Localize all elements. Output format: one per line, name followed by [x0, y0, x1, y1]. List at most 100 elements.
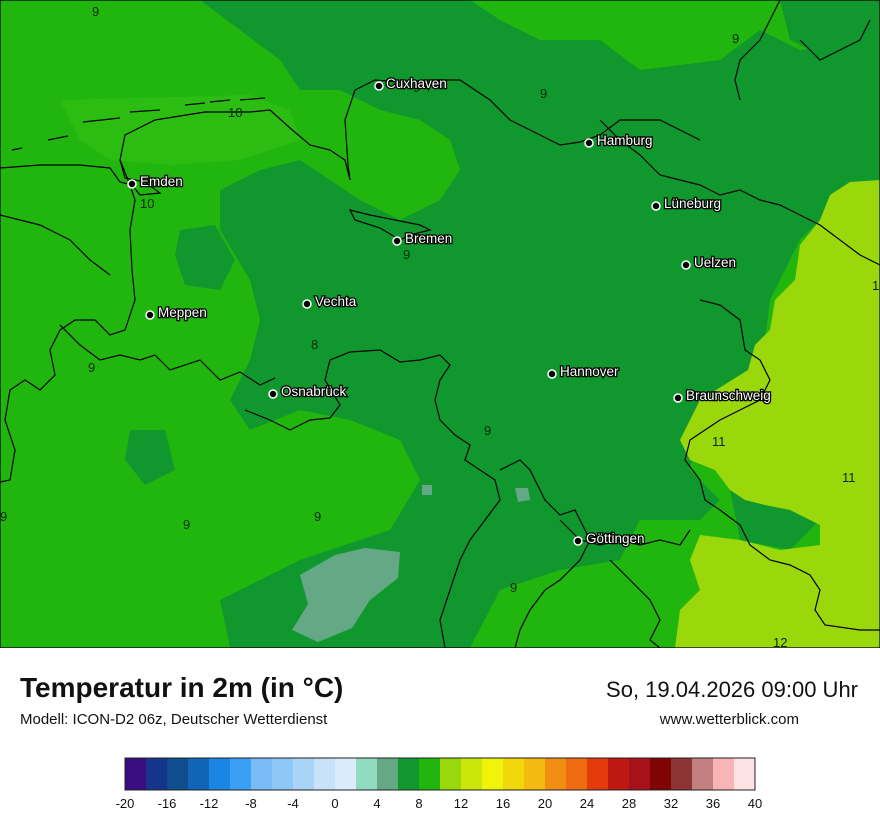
city-meppen[interactable]: Meppen [145, 304, 208, 321]
city-cuxhaven[interactable]: Cuxhaven [374, 75, 448, 92]
forecast-datetime: So, 19.04.2026 09:00 Uhr [606, 677, 858, 702]
city-label: Hannover [560, 364, 619, 379]
iso-label: 9 [510, 580, 517, 595]
temperature-field-8 [125, 0, 880, 648]
city-label: Meppen [158, 305, 207, 320]
city-goettingen[interactable]: Göttingen [573, 530, 646, 547]
legend-swatch [230, 758, 252, 790]
legend-tick-label: 36 [706, 796, 720, 811]
coastlines-and-borders [0, 0, 880, 648]
legend-swatch [692, 758, 714, 790]
website-link[interactable]: www.wetterblick.com [659, 711, 799, 728]
city-dot [584, 138, 594, 148]
legend-swatch [125, 758, 147, 790]
city-label: Braunschweig [686, 388, 771, 403]
legend-tick-label: 8 [415, 796, 422, 811]
legend-swatch [293, 758, 315, 790]
city-hannover[interactable]: Hannover [547, 363, 620, 380]
legend-tick-label: 4 [373, 796, 380, 811]
city-dot [681, 260, 691, 270]
legend-swatch [566, 758, 588, 790]
city-dot [573, 536, 583, 546]
legend-tick-label: -20 [116, 796, 135, 811]
city-braunschweig[interactable]: Braunschweig [673, 387, 772, 404]
legend-swatch [503, 758, 525, 790]
city-uelzen[interactable]: Uelzen [681, 254, 737, 271]
legend-tick-label: 12 [454, 796, 468, 811]
city-dot [268, 389, 278, 399]
legend-swatch [482, 758, 504, 790]
city-dot [547, 369, 557, 379]
legend-frame [124, 757, 756, 791]
legend-tick-label: -8 [245, 796, 257, 811]
city-label: Emden [140, 174, 183, 189]
legend-tick-label: 28 [622, 796, 636, 811]
city-dot [374, 81, 384, 91]
legend-swatch [335, 758, 357, 790]
iso-label: 11 [712, 434, 726, 449]
legend-tick-label: -4 [287, 796, 299, 811]
legend-swatch [146, 758, 168, 790]
temperature-map: 9 9 9 10 10 9 9 8 9 9 9 11 11 9 9 9 12 1… [0, 0, 880, 648]
legend-swatch [587, 758, 609, 790]
iso-label: 9 [403, 247, 410, 262]
city-dot [651, 201, 661, 211]
city-label: Bremen [405, 231, 452, 246]
legend-swatch [713, 758, 735, 790]
city-label: Göttingen [586, 531, 645, 546]
city-markers: Cuxhaven Hamburg Emden Lüneburg Bremen U… [127, 75, 772, 547]
legend-swatch [524, 758, 546, 790]
city-label: Vechta [315, 294, 357, 309]
isotherm-labels: 9 9 9 10 10 9 9 8 9 9 9 11 11 9 9 9 12 1 [0, 4, 879, 648]
city-label: Osnabrück [281, 384, 347, 399]
city-dot [673, 393, 683, 403]
city-vechta[interactable]: Vechta [302, 293, 358, 310]
legend-swatch [356, 758, 378, 790]
legend-swatch [629, 758, 651, 790]
city-bremen[interactable]: Bremen [392, 230, 454, 247]
iso-label: 9 [732, 31, 739, 46]
city-hamburg[interactable]: Hamburg [584, 132, 654, 149]
city-dot [145, 310, 155, 320]
legend-tick-label: -12 [200, 796, 219, 811]
legend-swatch [440, 758, 462, 790]
city-label: Hamburg [597, 133, 653, 148]
legend-swatches [124, 757, 756, 791]
legend-tick-label: 24 [580, 796, 594, 811]
east-frisian-islands [11, 97, 266, 151]
iso-label: 9 [540, 86, 547, 101]
legend-tick-label: 32 [664, 796, 678, 811]
legend-swatch [650, 758, 672, 790]
city-lueneburg[interactable]: Lüneburg [651, 195, 722, 212]
legend-swatch [272, 758, 294, 790]
city-label: Cuxhaven [386, 76, 447, 91]
temperature-field-6 [292, 485, 530, 642]
legend-swatch [545, 758, 567, 790]
legend-swatch [398, 758, 420, 790]
temperature-field-11 [675, 180, 880, 648]
map-canvas: 9 9 9 10 10 9 9 8 9 9 9 11 11 9 9 9 12 1… [0, 0, 880, 648]
iso-label: 9 [88, 360, 95, 375]
legend-swatch [188, 758, 210, 790]
legend-swatch [377, 758, 399, 790]
iso-label: 9 [0, 509, 7, 524]
legend-tick-label: 0 [331, 796, 338, 811]
legend-swatch [734, 758, 756, 790]
iso-label: 11 [842, 470, 856, 485]
model-source: Modell: ICON-D2 06z, Deutscher Wetterdie… [20, 711, 328, 728]
iso-label: 10 [228, 105, 242, 120]
iso-label: 8 [311, 337, 318, 352]
legend-swatch [608, 758, 630, 790]
color-legend: -20 -16 -12 -8 -4 0 4 8 12 16 20 24 28 32 36 40 [116, 757, 762, 811]
legend-tick-label: 16 [496, 796, 510, 811]
legend-swatch [251, 758, 273, 790]
legend-swatch [461, 758, 483, 790]
city-label: Lüneburg [664, 196, 721, 211]
legend-tick-label: -16 [158, 796, 177, 811]
legend-swatch [209, 758, 231, 790]
city-dot [302, 299, 312, 309]
city-osnabrueck[interactable]: Osnabrück [268, 383, 348, 400]
iso-label: 9 [92, 4, 99, 19]
iso-label: 9 [484, 423, 491, 438]
city-emden[interactable]: Emden [127, 173, 184, 190]
